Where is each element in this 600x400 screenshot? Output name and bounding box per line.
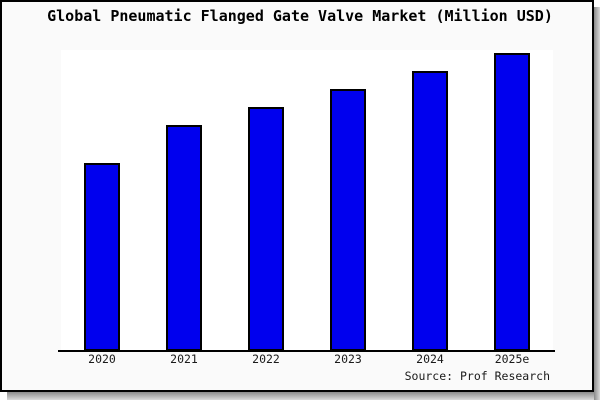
drop-shadow-bottom-decoration <box>7 392 594 400</box>
x-tick-2021: 2021 <box>170 352 198 366</box>
bar-2024 <box>412 71 448 351</box>
drop-shadow-right-decoration <box>594 7 600 400</box>
x-tick-2023: 2023 <box>334 352 362 366</box>
bar-2022 <box>248 107 284 351</box>
bar-2025e <box>494 53 530 351</box>
x-axis-line <box>58 350 555 352</box>
bar-2023 <box>330 89 366 351</box>
source-caption: Source: Prof Research <box>404 369 550 383</box>
bar-2021 <box>166 125 202 351</box>
x-tick-2020: 2020 <box>88 352 116 366</box>
x-tick-2025e: 2025e <box>494 352 530 366</box>
x-tick-2022: 2022 <box>252 352 280 366</box>
chart-title: Global Pneumatic Flanged Gate Valve Mark… <box>47 7 553 25</box>
x-tick-2024: 2024 <box>416 352 444 366</box>
plot-area <box>61 50 553 351</box>
bar-2020 <box>84 163 120 351</box>
